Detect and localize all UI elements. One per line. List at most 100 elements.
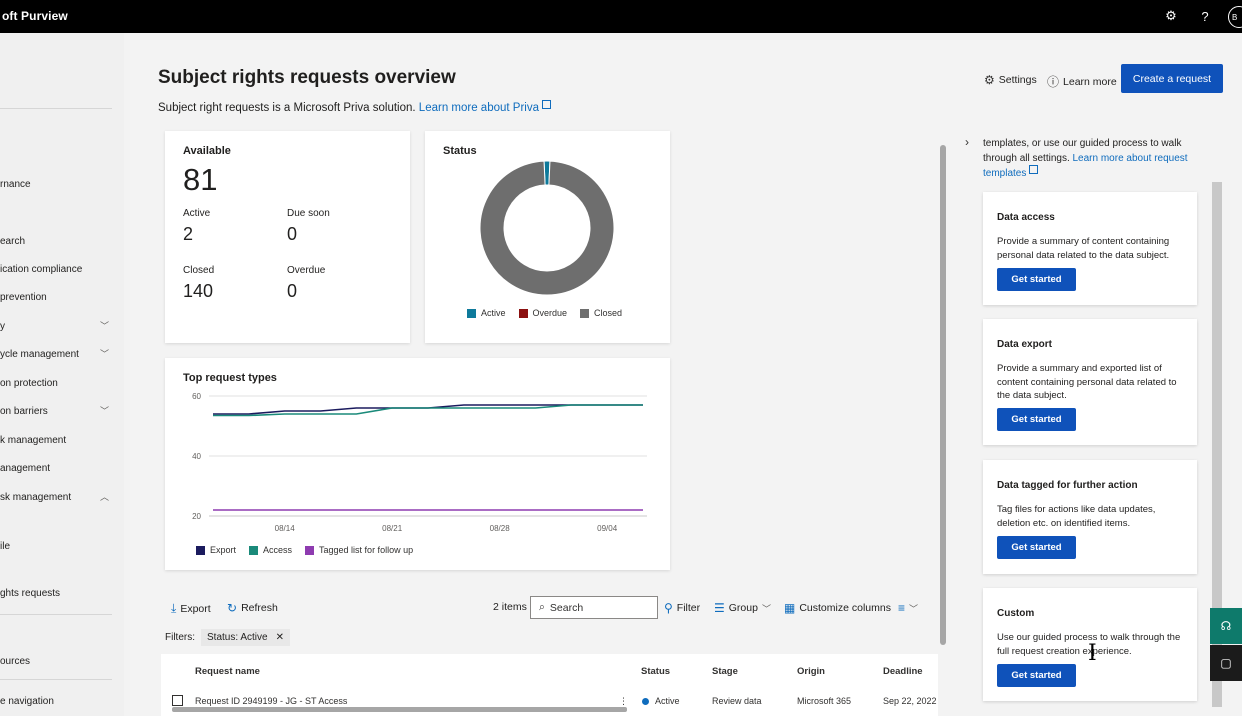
series-line-access[interactable] <box>213 404 643 417</box>
nav-item[interactable]: earch <box>0 236 26 247</box>
series-line-export[interactable] <box>213 404 643 415</box>
deadline-cell: Sep 22, 2022 7 <box>883 696 945 706</box>
nav-item[interactable]: sk management <box>0 492 72 503</box>
get-started-button[interactable]: Get started <box>997 536 1076 559</box>
filter-button[interactable]: ⚲ Filter <box>664 601 700 615</box>
legend-swatch-tagged <box>305 545 315 555</box>
template-title: Data export <box>997 339 1053 350</box>
legend-access: Access <box>263 545 293 555</box>
nav-item[interactable]: anagement <box>0 463 51 474</box>
legend-swatch-overdue <box>518 308 528 318</box>
get-started-button[interactable]: Get started <box>997 664 1076 687</box>
external-link-icon <box>1029 165 1039 174</box>
nav-divider <box>0 679 112 680</box>
group-button[interactable]: ☰ Group ﹀ <box>714 601 771 615</box>
nav-item[interactable]: ources <box>0 656 31 667</box>
question-icon[interactable]: ? <box>1201 8 1209 24</box>
nav-item[interactable]: ile <box>0 541 11 552</box>
more-options-icon[interactable]: ⋮ <box>619 696 628 706</box>
status-donut-chart[interactable] <box>479 160 615 296</box>
nav-divider <box>0 108 112 109</box>
create-request-button[interactable]: Create a request <box>1121 64 1223 93</box>
available-label: Available <box>183 145 231 157</box>
panel-scrollbar[interactable] <box>1212 135 1222 716</box>
settings-label: Settings <box>998 74 1037 86</box>
template-title: Data tagged for further action <box>997 480 1138 491</box>
horizontal-scrollbar[interactable] <box>172 707 627 712</box>
request-types-line-chart[interactable]: 20 40 60 08/14 08/21 08/28 09/04 <box>165 386 670 536</box>
legend-closed: Closed <box>594 308 623 318</box>
chevron-down-icon: ﹀ <box>761 603 771 614</box>
export-label: Export <box>180 602 211 615</box>
legend-export: Export <box>210 545 237 555</box>
columns-icon: ▦ <box>784 601 796 615</box>
refresh-label: Refresh <box>241 602 278 614</box>
panel-intro: templates, or use our guided process to … <box>983 136 1211 181</box>
close-icon[interactable]: ✕ <box>275 632 284 643</box>
chevron-down-icon[interactable]: ﹀ <box>100 321 110 331</box>
external-link-icon <box>541 100 551 109</box>
panel-scrollbar-thumb[interactable] <box>1212 182 1222 707</box>
request-types-legend: Export Access Tagged list for follow up <box>196 545 413 555</box>
nav-item[interactable]: ycle management <box>0 349 79 360</box>
template-desc: Tag files for actions like data updates,… <box>997 504 1156 529</box>
closed-value: 140 <box>183 281 214 301</box>
column-header-status[interactable]: Status <box>641 666 671 677</box>
refresh-button[interactable]: ↻ Refresh <box>227 601 278 615</box>
template-title: Custom <box>997 608 1035 619</box>
app-title[interactable]: oft Purview <box>2 9 68 23</box>
search-input[interactable]: ⌕ Search <box>530 596 658 619</box>
list-icon: ≡ <box>898 601 906 615</box>
learn-more-priva-link[interactable]: Learn more about Priva <box>418 102 539 114</box>
status-legend: Active Overdue Closed <box>467 308 622 318</box>
nav-item[interactable]: prevention <box>0 292 47 303</box>
nav-item[interactable]: rnance <box>0 179 31 190</box>
learn-more-button[interactable]: ⓘ Learn more <box>1047 73 1117 90</box>
chevron-right-icon[interactable]: › <box>965 135 969 149</box>
column-header-origin[interactable]: Origin <box>797 666 825 677</box>
learn-more-templates-link[interactable]: Learn more about request templates <box>983 153 1188 179</box>
origin-cell: Microsoft 365 <box>797 696 852 706</box>
view-options-button[interactable]: ≡ ﹀ <box>898 601 918 615</box>
active-label: Active <box>183 208 211 219</box>
nav-item[interactable]: ication compliance <box>0 264 83 275</box>
chevron-down-icon[interactable]: ﹀ <box>100 406 110 416</box>
nav-item[interactable]: y <box>0 321 5 332</box>
main-content: Subject rights requests overview Subject… <box>124 33 1242 716</box>
get-started-button[interactable]: Get started <box>997 408 1076 431</box>
feedback-icon[interactable]: ▢ <box>1210 645 1242 681</box>
page-title: Subject rights requests overview <box>158 67 456 88</box>
nav-item[interactable]: e navigation <box>0 696 54 707</box>
chevron-down-icon[interactable]: ﹀ <box>100 349 110 359</box>
template-desc: Provide a summary of content containing … <box>997 236 1170 261</box>
donut-slice-closed[interactable] <box>479 160 615 296</box>
column-header-deadline[interactable]: Deadline <box>883 666 923 677</box>
nav-item[interactable]: on protection <box>0 378 58 389</box>
learn-more-label: Learn more <box>1063 75 1117 88</box>
export-button[interactable]: ⤓ Export <box>171 601 211 616</box>
request-name-cell[interactable]: Request ID 2949199 - JG - ST Access <box>195 696 348 706</box>
due-soon-value: 0 <box>287 224 298 244</box>
scrollbar-thumb[interactable] <box>940 145 946 645</box>
column-header-request-name[interactable]: Request name <box>195 666 260 677</box>
group-label: Group <box>728 602 758 614</box>
customize-columns-button[interactable]: ▦ Customize columns <box>784 601 891 615</box>
headset-icon[interactable]: ☊ <box>1210 608 1242 644</box>
chevron-up-icon[interactable]: ︿ <box>100 492 110 502</box>
nav-item-subject-rights[interactable]: ghts requests <box>0 588 61 599</box>
nav-item[interactable]: k management <box>0 435 67 446</box>
avatar[interactable]: B <box>1228 6 1242 28</box>
main-vertical-scrollbar[interactable] <box>938 133 948 716</box>
gear-icon[interactable]: ⚙ <box>1165 8 1177 23</box>
refresh-icon: ↻ <box>227 601 238 615</box>
x-tick-label: 08/28 <box>490 524 511 533</box>
column-header-stage[interactable]: Stage <box>712 666 738 677</box>
top-bar: oft Purview ⚙ ? B <box>0 0 1242 33</box>
settings-button[interactable]: ⚙ Settings <box>984 73 1037 87</box>
nav-item[interactable]: on barriers <box>0 406 48 417</box>
filter-chip-status[interactable]: Status: Active ✕ <box>201 629 290 646</box>
text-cursor-icon: I <box>1088 641 1097 666</box>
row-checkbox[interactable] <box>172 695 183 706</box>
template-title: Data access <box>997 212 1055 223</box>
get-started-button[interactable]: Get started <box>997 268 1076 291</box>
